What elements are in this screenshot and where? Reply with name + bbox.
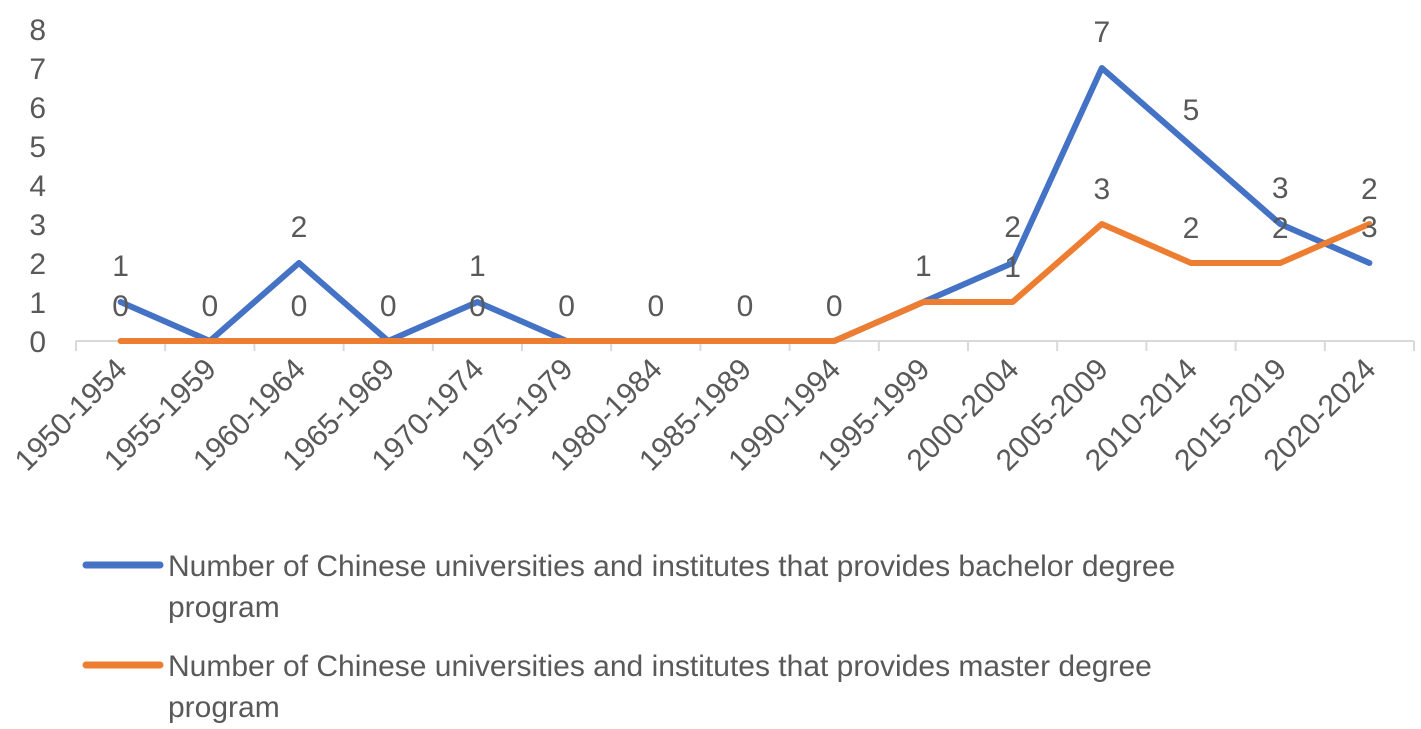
data-label-bachelor: 1 [915, 250, 932, 283]
data-label-master: 0 [201, 290, 218, 323]
data-label-master: 0 [469, 290, 486, 323]
y-tick-label: 8 [29, 14, 46, 47]
data-label-bachelor: 7 [1093, 16, 1110, 49]
y-tick-label: 4 [29, 170, 46, 203]
y-tick-label: 0 [29, 326, 46, 359]
data-label-master: 0 [112, 290, 129, 323]
data-label-master: 0 [647, 290, 664, 323]
data-label-bachelor: 2 [291, 211, 308, 244]
data-label-bachelor: 1 [112, 250, 129, 283]
legend-label-bachelor: Number of Chinese universities and insti… [168, 550, 1175, 624]
data-label-master: 0 [291, 290, 308, 323]
data-label-master: 1 [1004, 251, 1021, 284]
legend-label-line: program [168, 691, 280, 724]
data-label-bachelor: 3 [1361, 211, 1378, 244]
legend-label-master: Number of Chinese universities and insti… [168, 650, 1152, 724]
data-label-master: 2 [1183, 212, 1200, 245]
data-label-bachelor: 5 [1183, 94, 1200, 127]
data-label-bachelor: 2 [1004, 211, 1021, 244]
data-label-master: 0 [558, 290, 575, 323]
data-label-master: 2 [1272, 212, 1289, 245]
y-tick-label: 1 [29, 287, 46, 320]
axes: 0123456781950-19541955-19591960-19641965… [9, 14, 1415, 477]
data-label-master: 2 [1361, 173, 1378, 206]
legend: Number of Chinese universities and insti… [82, 550, 1175, 724]
data-label-master: 3 [1093, 173, 1110, 206]
y-tick-label: 2 [29, 248, 46, 281]
y-tick-label: 6 [29, 92, 46, 125]
legend-label-line: Number of Chinese universities and insti… [168, 550, 1175, 583]
data-label-bachelor: 1 [469, 250, 486, 283]
y-tick-label: 7 [29, 53, 46, 86]
legend-label-line: program [168, 591, 280, 624]
data-label-master: 0 [737, 290, 754, 323]
y-tick-label: 5 [29, 131, 46, 164]
y-tick-label: 3 [29, 209, 46, 242]
series-lines [117, 65, 1373, 344]
data-label-master: 0 [380, 290, 397, 323]
data-label-master: 0 [826, 290, 843, 323]
legend-label-line: Number of Chinese universities and insti… [168, 650, 1152, 683]
data-label-bachelor: 3 [1272, 172, 1289, 205]
series-line-master [117, 221, 1373, 344]
data-labels: 1 2 1 1 2 7 5 3 3 0 0 0 0 0 0 0 0 0 1 3 2 2 2 [112, 16, 1377, 323]
